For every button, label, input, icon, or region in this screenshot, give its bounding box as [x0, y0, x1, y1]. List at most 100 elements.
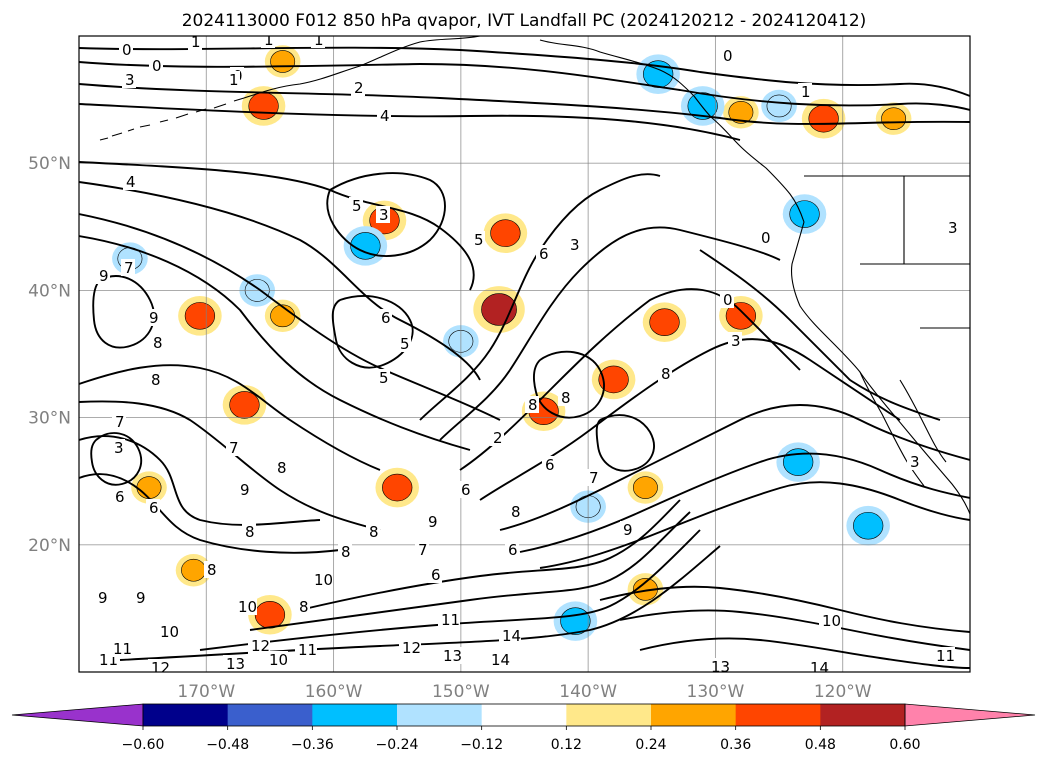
contour-label-bg [440, 647, 462, 664]
contour-label-bg [248, 637, 270, 654]
contour-label-bg [226, 439, 240, 456]
contour-label: 8 [661, 365, 671, 383]
contour-label: 7 [115, 413, 125, 431]
contour-label-bg [146, 309, 160, 326]
colorbar-bin [481, 704, 567, 726]
contour-label: 6 [381, 309, 391, 327]
lon-tick-label: 140°W [559, 682, 617, 702]
patch-core [181, 558, 207, 582]
contour-label: 11 [936, 647, 955, 665]
contour-label: 10 [822, 612, 841, 630]
contour-label: 2 [354, 79, 364, 97]
patch-core [382, 473, 413, 502]
patch-core [350, 232, 381, 260]
lat-tick-label: 40°N [28, 281, 71, 301]
colorbar-tick-label: 0.36 [720, 737, 751, 753]
contour-label-bg [425, 513, 439, 530]
contour-label: 5 [474, 231, 484, 249]
patch-core [270, 50, 296, 73]
qvapor-anomaly-patch [846, 505, 890, 546]
contour-label-bg [122, 71, 136, 88]
patch-core [808, 104, 839, 133]
contour-label: 6 [461, 481, 471, 499]
contour-label: 10 [269, 651, 288, 669]
contour-label: 8 [511, 503, 521, 521]
qvapor-anomaly-patch [175, 554, 212, 587]
contour-label: 0 [122, 41, 132, 59]
patch-core [789, 200, 820, 228]
contour-label: 8 [528, 396, 538, 414]
contour-label: 14 [810, 659, 829, 677]
contour-label: 13 [226, 655, 245, 673]
lon-tick-label: 120°W [814, 682, 872, 702]
contour-label-bg [907, 453, 921, 470]
contour-label: 1 [191, 33, 201, 51]
colorbar-tick-label: 0.48 [805, 737, 836, 753]
qvapor-anomaly-patch [782, 194, 827, 234]
contour-label: 10 [160, 623, 179, 641]
contour-label: 4 [380, 107, 390, 125]
contour-label-bg [148, 659, 170, 672]
contour-label: 1 [264, 31, 274, 49]
colorbar-bin [820, 704, 906, 726]
patch-core [853, 511, 884, 540]
ivt-contours [79, 46, 970, 669]
contour-label-bg [311, 571, 333, 588]
contour-label: 5 [379, 369, 389, 387]
colorbar-extend-high [904, 703, 1036, 727]
contour-labels: 0011101234453563010039798655873789881087… [95, 31, 959, 677]
contour-label: 13 [443, 647, 462, 665]
patch-core [136, 476, 162, 499]
contour-label: 9 [240, 481, 250, 499]
contour-label-bg [295, 641, 317, 658]
contour-label-bg [720, 47, 734, 64]
longitude-axis: 170°W 160°W 150°W 140°W 130°W 120°W [177, 682, 871, 702]
contour-label-bg [708, 658, 730, 672]
qvapor-anomaly-patch [264, 45, 301, 78]
contour-label: 6 [115, 488, 125, 506]
qvapor-anomaly-patch [875, 102, 912, 135]
contour-label-bg [96, 267, 110, 284]
contour-label: 6 [545, 456, 555, 474]
contour-label: 9 [428, 513, 438, 531]
contour-label: 12 [402, 639, 421, 657]
patch-core [229, 391, 260, 419]
lon-tick-label: 170°W [177, 682, 235, 702]
colorbar-tick-label: 0.60 [889, 737, 920, 753]
contour-label: 13 [711, 658, 730, 676]
qvapor-shading-layer [112, 45, 912, 641]
contour-label-bg [508, 503, 522, 520]
contour-label: 8 [207, 561, 217, 579]
contour-label: 3 [125, 71, 135, 89]
contour-label-bg [204, 561, 218, 578]
contour-label-bg [133, 589, 147, 606]
contour-label-bg [488, 651, 510, 668]
contour-label: 8 [299, 598, 309, 616]
contour-label-bg [237, 481, 251, 498]
contour-label-bg [148, 371, 162, 388]
lon-tick-label: 160°W [305, 682, 363, 702]
contour-label-bg [311, 36, 325, 48]
contour-label: 6 [431, 566, 441, 584]
contour-label: 10 [314, 571, 333, 589]
colorbar-extend-low [11, 703, 144, 727]
contour-label-bg [188, 36, 202, 50]
contour-label-bg [110, 640, 132, 657]
lat-tick-label: 20°N [28, 536, 71, 556]
lon-tick-label: 150°W [432, 682, 490, 702]
patch-core [687, 92, 718, 120]
colorbar-bin [227, 704, 313, 726]
contour-label-bg [567, 236, 581, 253]
contour-label: 5 [352, 197, 362, 215]
contour-label-bg [261, 36, 275, 48]
contour-label-bg [758, 229, 772, 246]
contour-label-bg [377, 107, 391, 124]
chart-title: 2024113000 F012 850 hPa qvapor, IVT Land… [182, 11, 867, 31]
contour-label-bg [525, 396, 539, 413]
contour-label-bg [415, 541, 429, 558]
patch-core [725, 302, 757, 330]
colorbar-tick-label: −0.48 [206, 737, 249, 753]
patch-core [490, 219, 521, 247]
contour-label-bg [235, 598, 257, 615]
